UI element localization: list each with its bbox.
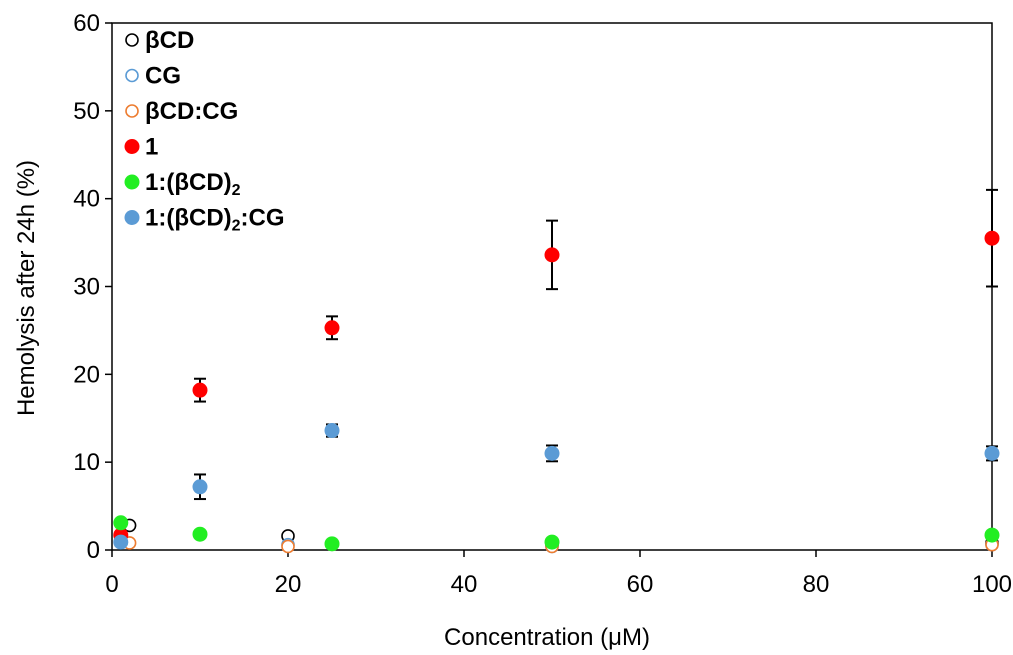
legend-label: CG [145, 63, 181, 90]
series-3 [113, 188, 1000, 543]
data-point [984, 445, 1000, 461]
y-tick-label: 0 [87, 537, 100, 564]
legend-label-part: 1:(βCD) [145, 169, 232, 196]
legend-label: 1:(βCD)2:CG [145, 205, 285, 235]
y-tick-label: 20 [73, 361, 100, 388]
legend-marker [125, 68, 139, 83]
data-point [544, 445, 560, 461]
legend-label: 1:(βCD)2 [145, 169, 241, 199]
x-tick-label: 80 [803, 571, 830, 598]
legend-label-subscript: 2 [232, 182, 241, 199]
legend-label-part: :CG [241, 205, 285, 232]
y-tick-label: 40 [73, 186, 100, 213]
legend-label-part: βCD:CG [145, 98, 238, 125]
legend-label-part: 1 [145, 134, 158, 161]
data-point [113, 515, 129, 531]
y-tick-label: 30 [73, 274, 100, 301]
y-axis-title: Hemolysis after 24h (%) [13, 160, 40, 416]
data-point [984, 230, 1000, 246]
legend-marker [124, 139, 140, 154]
series-4 [113, 515, 1000, 552]
data-point [281, 539, 295, 554]
x-tick-label: 20 [275, 571, 302, 598]
series-5 [113, 423, 1000, 550]
legend-marker [124, 210, 140, 225]
x-tick-label: 60 [627, 571, 654, 598]
data-point [192, 382, 208, 398]
series-0 [122, 518, 999, 553]
plot-layer: 0 10 20 30 40 50 60 0 20 40 60 80 100 [73, 10, 1012, 598]
legend-marker [124, 174, 140, 190]
y-tick-label: 10 [73, 449, 100, 476]
data-point [324, 320, 340, 336]
legend-label-part: CG [145, 63, 181, 90]
data-point [544, 534, 560, 550]
x-axis-title: Concentration (μM) [444, 624, 650, 651]
data-point [113, 534, 129, 550]
data-point [192, 526, 208, 542]
legend-label-subscript: 2 [232, 218, 241, 235]
legend-label-part: 1:(βCD) [145, 205, 232, 232]
x-tick-label: 100 [972, 571, 1012, 598]
data-point [324, 536, 340, 552]
data-point [544, 247, 560, 263]
data-point [324, 423, 340, 439]
y-tick-label: 60 [73, 10, 100, 37]
legend-marker [125, 104, 139, 118]
legend-marker [125, 33, 139, 47]
legend-label: βCD:CG [145, 98, 238, 125]
x-tick-label: 40 [451, 571, 478, 598]
y-tick-label: 50 [73, 98, 100, 125]
data-point [984, 527, 1000, 543]
legend-label: βCD [145, 27, 194, 54]
data-point [192, 479, 208, 495]
legend-label: 1 [145, 134, 158, 161]
x-tick-label: 0 [105, 571, 118, 598]
legend-label-part: βCD [145, 27, 194, 54]
